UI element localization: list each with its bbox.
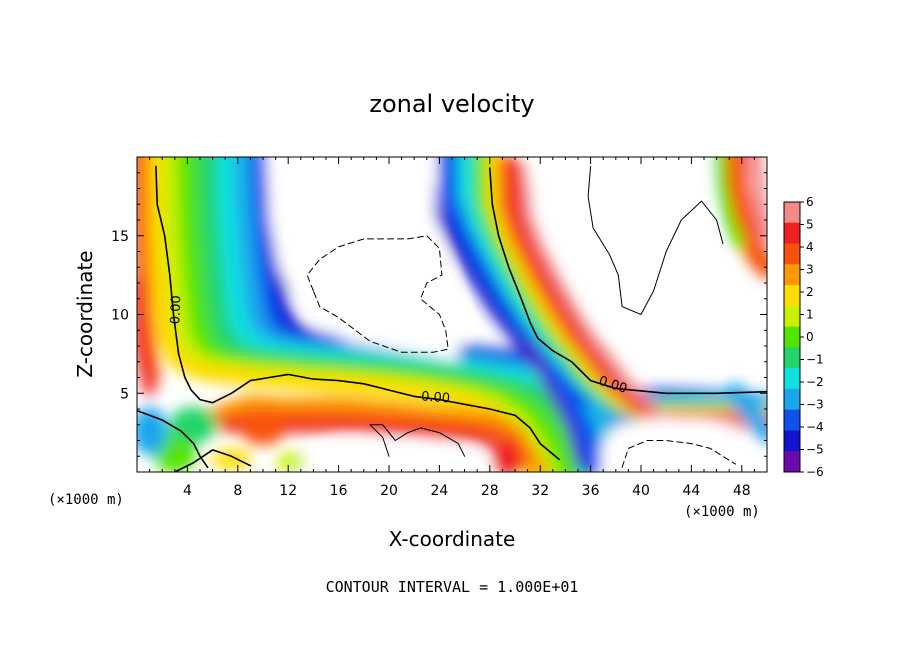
x-tick-label: 4 xyxy=(183,483,192,499)
field-neutral-region xyxy=(266,157,460,362)
colorbar-swatch xyxy=(784,451,800,473)
x-tick-label: 28 xyxy=(481,483,499,499)
y-tick-label: 10 xyxy=(111,308,129,324)
field-band xyxy=(204,394,549,472)
colorbar-swatch xyxy=(784,430,800,452)
colorbar-tick-label: 0 xyxy=(806,330,814,344)
field-patch xyxy=(169,406,218,443)
contour-label: 0.00 xyxy=(168,295,184,324)
z-multiplier-label: (×1000 m) xyxy=(48,492,124,508)
colorbar-tick-label: −4 xyxy=(806,420,824,434)
field-band xyxy=(218,408,530,472)
field-neutral xyxy=(266,157,747,472)
colorbar-tick-label: −5 xyxy=(806,443,824,457)
contour-line xyxy=(621,440,736,468)
contour-line xyxy=(587,165,724,315)
field-neutral-region xyxy=(525,157,732,340)
y-tick-label: 15 xyxy=(111,229,129,245)
field-band xyxy=(725,383,767,443)
x-axis-ticks: 4 8 12 16 20 24 28 32 36 40 44 48 xyxy=(149,157,755,499)
x-tick-label: 48 xyxy=(733,483,751,499)
chart-title: zonal velocity xyxy=(369,90,534,118)
colorbar-swatch xyxy=(784,222,800,245)
colorbar-swatch xyxy=(784,285,800,307)
y-axis-ticks: 5 10 15 xyxy=(111,172,767,457)
contour-lines xyxy=(137,165,767,472)
x-tick-label: 44 xyxy=(682,483,700,499)
colorbar-tick-label: 4 xyxy=(806,240,814,254)
field-band xyxy=(748,157,767,243)
colorbar-swatch xyxy=(784,368,800,390)
plot-area: 0.000.000.00 xyxy=(136,156,768,473)
colorbar-swatch xyxy=(784,243,800,265)
colorbar: 6 5 4 3 2 1 0 −1 −2 −3 −4 −5 −6 xyxy=(783,195,824,479)
x-tick-label: 20 xyxy=(380,483,398,499)
x-tick-label: 24 xyxy=(430,483,448,499)
contour-line xyxy=(155,165,560,461)
field-patch xyxy=(492,441,521,472)
colorbar-tick-label: −6 xyxy=(806,465,824,479)
colorbar-tick-label: −3 xyxy=(806,398,824,412)
field-band xyxy=(137,157,161,386)
x-tick-label: 12 xyxy=(279,483,297,499)
colorbar-swatch xyxy=(784,347,800,369)
colorbar-tick-label: 5 xyxy=(806,218,814,232)
x-multiplier-label: (×1000 m) xyxy=(684,504,760,520)
field-neutral-region xyxy=(600,418,747,472)
contour-label: 0.00 xyxy=(421,389,451,406)
colorbar-swatch xyxy=(784,409,800,431)
x-tick-label: 40 xyxy=(632,483,650,499)
field-patch xyxy=(211,449,252,470)
y-axis-label: Z-coordinate xyxy=(73,250,97,377)
colorbar-swatch xyxy=(784,264,800,286)
x-tick-label: 36 xyxy=(582,483,600,499)
colorbar-tick-label: 6 xyxy=(806,195,814,209)
colorbar-tick-label: 3 xyxy=(806,263,814,277)
field-band xyxy=(539,364,607,472)
field-band xyxy=(724,157,767,279)
colorbar-swatch xyxy=(784,202,800,224)
contour-interval-note: CONTOUR INTERVAL = 1.000E+01 xyxy=(326,578,579,596)
contour-line xyxy=(489,167,767,395)
x-tick-label: 8 xyxy=(233,483,242,499)
x-tick-label: 32 xyxy=(531,483,549,499)
contour-line xyxy=(306,235,449,353)
colorbar-swatch xyxy=(784,388,800,411)
colorbar-swatch xyxy=(784,305,800,328)
x-tick-label: 16 xyxy=(330,483,348,499)
colorbar-tick-label: −2 xyxy=(806,375,824,389)
colorbar-tick-label: −1 xyxy=(806,353,824,367)
contour-line xyxy=(369,424,466,457)
colorbar-tick-label: 1 xyxy=(806,308,814,322)
x-axis-label: X-coordinate xyxy=(389,527,516,551)
field-patch xyxy=(241,417,285,446)
y-tick-label: 5 xyxy=(120,386,129,402)
field-band xyxy=(713,157,746,250)
field-band xyxy=(524,343,581,468)
field-neutral-region xyxy=(300,440,493,472)
colorbar-swatch xyxy=(784,326,800,348)
colorbar-tick-label: 2 xyxy=(806,285,814,299)
